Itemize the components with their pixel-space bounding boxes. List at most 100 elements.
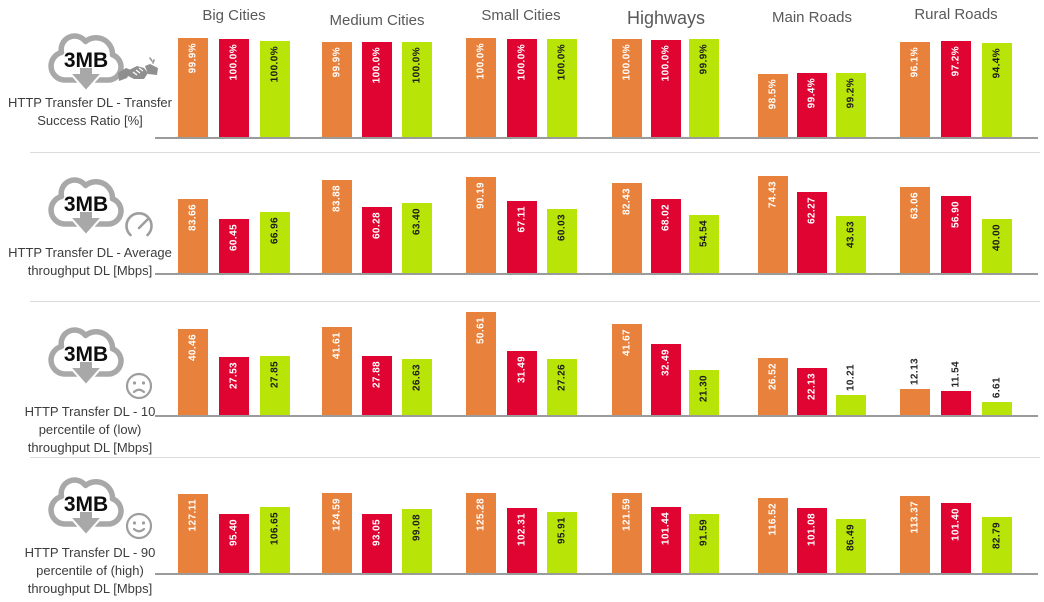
- bar-main-roads-orange: 26.52: [758, 358, 788, 415]
- metric-label-line: HTTP Transfer DL - Average: [8, 245, 172, 260]
- bar-highways-orange: 82.43: [612, 183, 642, 273]
- metric-label-line: percentile of (low): [38, 422, 142, 437]
- bar-value-label: 125.28: [475, 498, 487, 531]
- bar-main-roads-green: 99.2%: [836, 73, 866, 137]
- bar-value-label: 40.00: [991, 224, 1003, 252]
- region-header-small-cities: Small Cities: [481, 7, 561, 24]
- bar-value-label: 12.13: [909, 357, 921, 385]
- bar-rural-roads-orange: 12.13: [900, 358, 930, 415]
- plot-row-1: 99.9% 100.0% 100.0% 99.9% 100.0% 100.0% 100.0%…: [155, 12, 1038, 139]
- bar-rural-roads-green: 40.00: [982, 219, 1012, 273]
- bar-value-label: 10.21: [845, 363, 857, 391]
- bar-value-label: 62.27: [806, 197, 818, 225]
- bar-highways-orange: 121.59: [612, 493, 642, 573]
- download-cloud-3mb-icon: 3MB: [40, 470, 132, 540]
- bar-big-cities-green: 100.0%: [260, 41, 290, 137]
- bar-highways-orange: 100.0%: [612, 39, 642, 137]
- bar-value-label: 100.0%: [269, 46, 281, 83]
- metric-label-line: HTTP Transfer DL - 90: [24, 545, 156, 560]
- bar-highways-green: 21.30: [689, 370, 719, 415]
- bar-main-roads-green: 43.63: [836, 216, 866, 273]
- bar-value-label: 66.96: [269, 217, 281, 245]
- bar-big-cities-red: 60.45: [219, 219, 249, 273]
- svg-text:3MB: 3MB: [64, 193, 108, 216]
- metric-label-line: throughput DL [Mbps]: [27, 263, 153, 278]
- bar-highways-green: 99.9%: [689, 39, 719, 137]
- region-header-medium-cities: Medium Cities: [329, 12, 425, 29]
- bar-value-label: 22.13: [806, 373, 818, 401]
- bar-value-label: 83.66: [187, 204, 199, 232]
- download-cloud-3mb-icon: 3MB: [40, 320, 132, 390]
- bar-value-label: 96.1%: [909, 47, 921, 78]
- bar-value-label: 63.06: [909, 192, 921, 220]
- bar-value-label: 27.53: [228, 362, 240, 390]
- bar-value-label: 27.26: [556, 364, 568, 392]
- bar-value-label: 99.9%: [187, 43, 199, 74]
- bar-medium-cities-green: 100.0%: [402, 42, 432, 137]
- bar-value-label: 32.49: [660, 349, 672, 377]
- bar-value-label: 95.91: [556, 517, 568, 545]
- bar-small-cities-orange: 100.0%: [466, 38, 496, 137]
- svg-text:3MB: 3MB: [64, 343, 108, 366]
- metric-label-line: percentile of (high): [36, 563, 144, 578]
- bar-value-label: 100.0%: [516, 44, 528, 81]
- bar-value-label: 116.52: [767, 503, 779, 536]
- bar-big-cities-green: 106.65: [260, 507, 290, 573]
- bar-highways-red: 32.49: [651, 344, 681, 415]
- bar-main-roads-red: 101.08: [797, 508, 827, 573]
- bar-value-label: 99.9%: [698, 44, 710, 75]
- bar-value-label: 99.2%: [845, 78, 857, 109]
- bar-big-cities-orange: 40.46: [178, 329, 208, 415]
- row-separator: [30, 457, 1040, 458]
- bar-value-label: 95.40: [228, 519, 240, 547]
- bar-value-label: 94.4%: [991, 48, 1003, 79]
- metric-label-line: HTTP Transfer DL - 10: [24, 404, 156, 419]
- bar-main-roads-orange: 116.52: [758, 498, 788, 573]
- metric-label-line: throughput DL [Mbps]: [27, 440, 153, 455]
- download-cloud-3mb-icon: 3MB: [40, 170, 132, 240]
- bar-value-label: 97.2%: [950, 46, 962, 77]
- bar-rural-roads-red: 101.40: [941, 503, 971, 573]
- region-header-big-cities: Big Cities: [202, 7, 266, 24]
- bar-value-label: 26.52: [767, 363, 779, 391]
- bar-value-label: 91.59: [698, 519, 710, 547]
- row-separator: [30, 301, 1040, 302]
- bar-value-label: 124.59: [331, 498, 343, 531]
- bar-value-label: 40.46: [187, 334, 199, 362]
- plot-row-3: 40.46 27.53 27.85 41.61 27.88 26.63 50.61 31.49…: [155, 290, 1038, 417]
- bar-value-label: 56.90: [950, 201, 962, 229]
- bar-medium-cities-orange: 83.88: [322, 180, 352, 273]
- bar-highways-red: 101.44: [651, 507, 681, 573]
- row-separator: [30, 152, 1040, 153]
- bar-value-label: 101.44: [660, 512, 672, 545]
- bar-medium-cities-green: 99.08: [402, 509, 432, 573]
- bar-value-label: 60.45: [228, 224, 240, 252]
- bar-highways-red: 100.0%: [651, 40, 681, 137]
- bar-small-cities-green: 27.26: [547, 359, 577, 415]
- bar-value-label: 93.05: [371, 519, 383, 547]
- metric-label-row-1: HTTP Transfer DL - Transfer Success Ratio…: [0, 94, 180, 130]
- bar-rural-roads-orange: 63.06: [900, 187, 930, 273]
- bar-small-cities-orange: 50.61: [466, 312, 496, 415]
- bar-value-label: 99.4%: [806, 78, 818, 109]
- sad-face-icon: [124, 371, 154, 401]
- bar-value-label: 41.67: [621, 329, 633, 357]
- bar-value-label: 82.79: [991, 522, 1003, 550]
- bar-small-cities-red: 102.31: [507, 508, 537, 573]
- metric-label-row-2: HTTP Transfer DL - Average throughput DL …: [0, 244, 180, 280]
- bar-main-roads-orange: 98.5%: [758, 74, 788, 137]
- bar-value-label: 60.03: [556, 214, 568, 242]
- bar-rural-roads-green: 94.4%: [982, 43, 1012, 137]
- bar-main-roads-red: 62.27: [797, 192, 827, 273]
- bar-value-label: 11.54: [950, 360, 962, 387]
- bar-highways-red: 68.02: [651, 199, 681, 273]
- bar-value-label: 100.0%: [556, 44, 568, 81]
- bar-value-label: 83.88: [331, 185, 343, 213]
- bar-value-label: 27.88: [371, 361, 383, 389]
- bar-highways-orange: 41.67: [612, 324, 642, 415]
- plot-row-2: 83.66 60.45 66.96 83.88 60.28 63.40 90.19 67.11…: [155, 148, 1038, 275]
- bar-main-roads-green: 86.49: [836, 519, 866, 573]
- bar-value-label: 100.0%: [660, 45, 672, 82]
- bar-value-label: 99.08: [411, 514, 423, 542]
